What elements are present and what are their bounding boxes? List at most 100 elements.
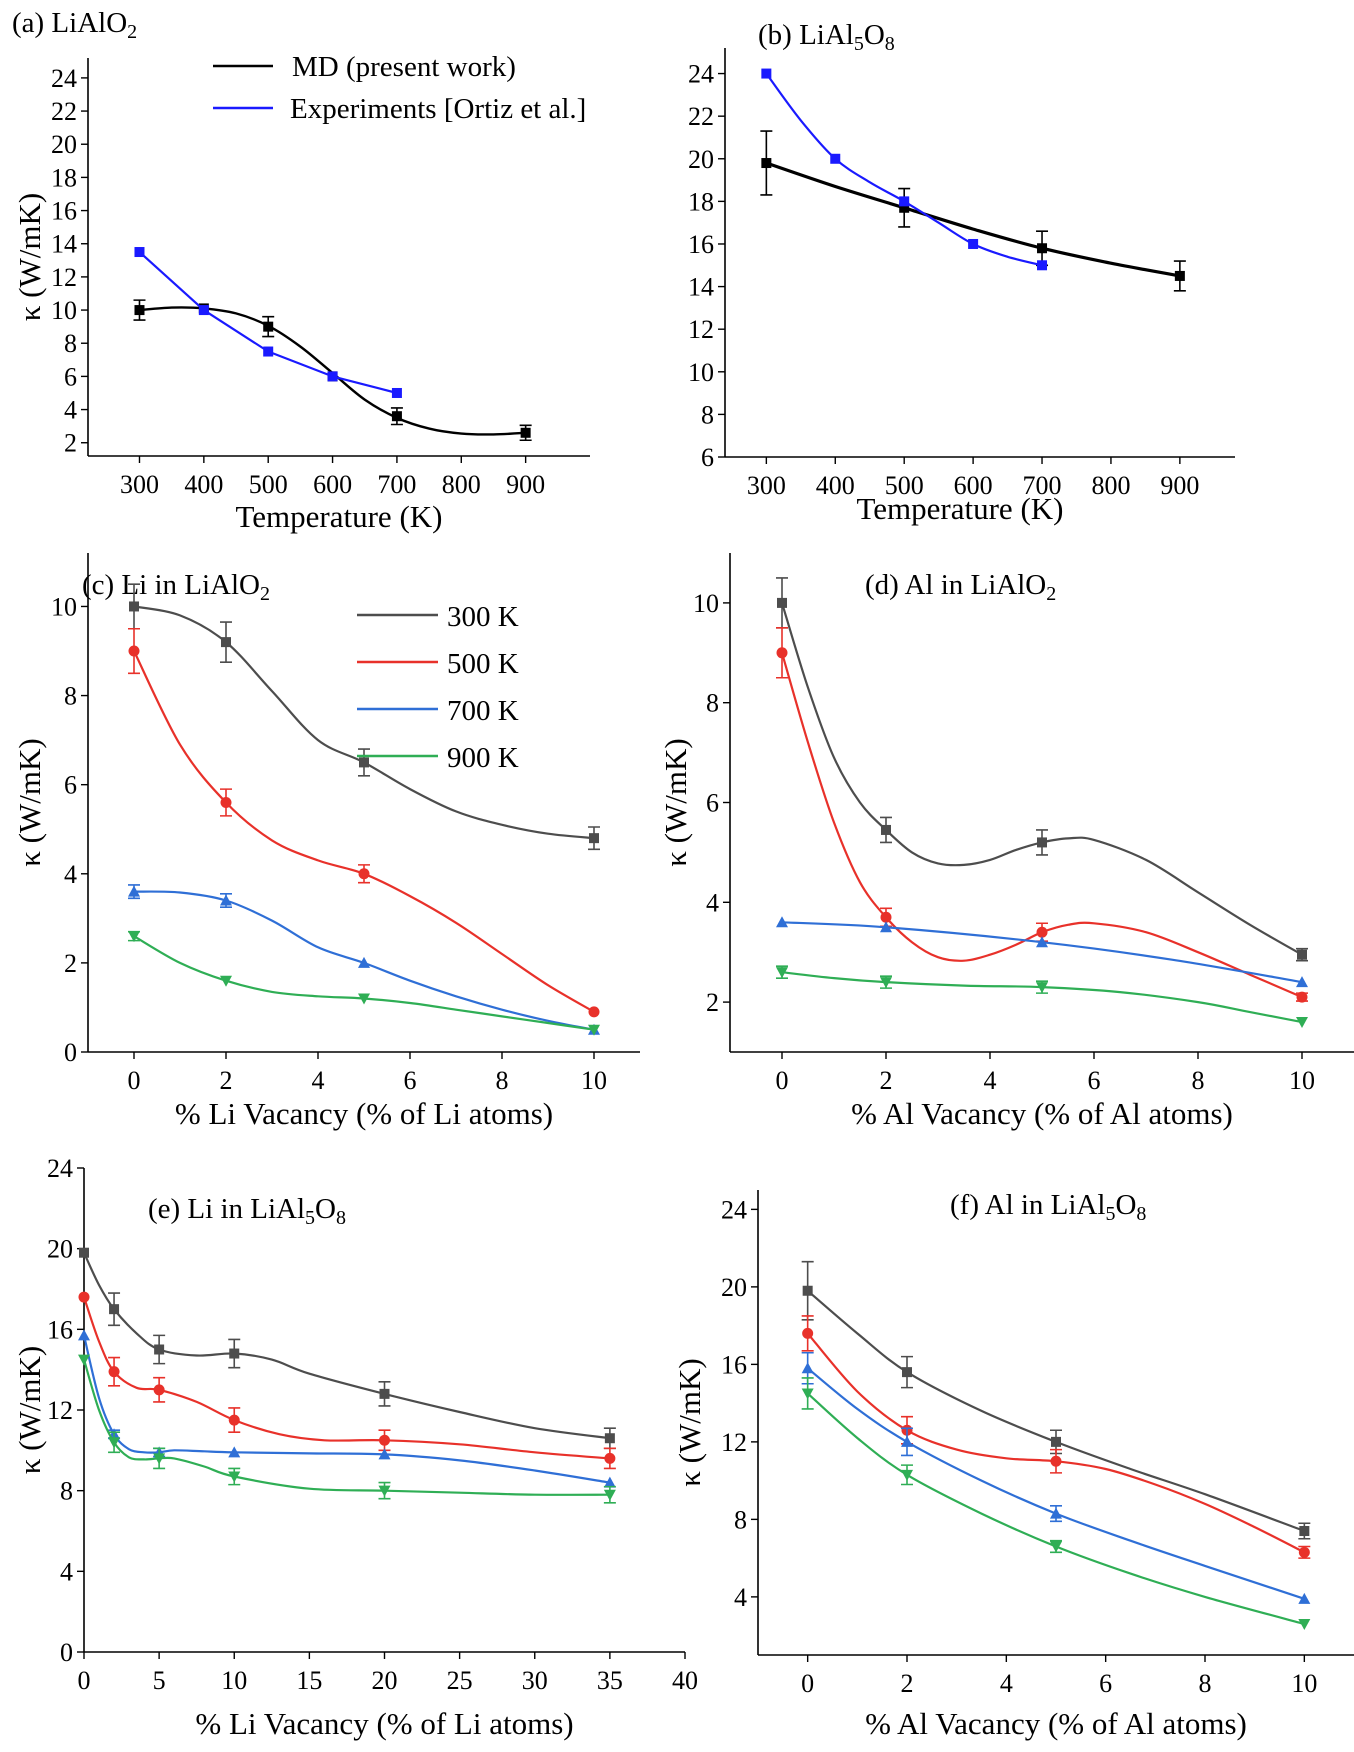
data-point xyxy=(880,977,892,989)
x-tick-label: 0 xyxy=(801,1669,814,1698)
x-axis-title: % Al Vacancy (% of Al atoms) xyxy=(865,1706,1247,1741)
data-point xyxy=(129,601,139,612)
y-tick-label: 24 xyxy=(47,1154,73,1183)
series-500-k xyxy=(78,1291,616,1470)
series-line xyxy=(133,605,595,840)
x-tick-label: 6 xyxy=(1099,1669,1112,1698)
data-point xyxy=(902,1367,912,1378)
x-tick-label: 8 xyxy=(496,1066,509,1095)
data-point xyxy=(379,1434,390,1446)
y-tick-label: 12 xyxy=(51,263,77,292)
data-point xyxy=(1296,1017,1308,1029)
panel-title: (b) LiAl5O8 xyxy=(758,19,895,55)
panel-title-subscript: 8 xyxy=(1136,1203,1146,1225)
series-900-k xyxy=(776,965,1308,1029)
x-tick-label: 400 xyxy=(816,471,855,500)
data-point xyxy=(128,885,140,897)
data-point xyxy=(520,427,531,438)
data-point xyxy=(358,868,370,880)
data-point xyxy=(761,68,772,79)
data-point xyxy=(880,911,892,923)
panel-title-main: (a) LiAlO xyxy=(12,7,127,39)
data-point xyxy=(128,645,140,657)
x-tick-label: 25 xyxy=(447,1666,473,1695)
panel-title: (d) Al in LiAlO2 xyxy=(865,569,1056,605)
panel-title-subscript: 2 xyxy=(1046,583,1056,605)
data-point xyxy=(588,1006,600,1018)
data-point xyxy=(79,1247,89,1258)
legend-label: MD (present work) xyxy=(292,51,516,83)
x-axis-title: % Li Vacancy (% of Li atoms) xyxy=(175,1096,553,1131)
y-axis-title: κ (W/mK) xyxy=(12,193,47,321)
series-900-k xyxy=(128,930,600,1036)
data-point xyxy=(899,202,910,213)
y-tick-label: 6 xyxy=(64,771,77,800)
y-tick-label: 12 xyxy=(688,315,714,344)
y-axis-title: κ (W/mK) xyxy=(672,1358,707,1486)
panel-title-main: (b) LiAl xyxy=(758,19,854,51)
data-point xyxy=(220,797,232,808)
x-tick-label: 10 xyxy=(221,1666,247,1695)
y-tick-label: 24 xyxy=(51,64,77,93)
panel-title-after: O xyxy=(315,1193,336,1225)
x-tick-label: 900 xyxy=(506,470,545,499)
data-point xyxy=(899,196,910,207)
data-point xyxy=(263,346,274,357)
legend-panel-a: MD (present work) Experiments [Ortiz et a… xyxy=(213,51,586,125)
series-900-k xyxy=(78,1354,616,1504)
x-tick-label: 800 xyxy=(442,470,481,499)
y-tick-label: 4 xyxy=(734,1583,747,1612)
legend-label: 300 K xyxy=(447,601,519,633)
series-line xyxy=(82,1335,611,1484)
y-tick-label: 8 xyxy=(64,329,77,358)
series-500-k xyxy=(128,627,600,1018)
series-md-present-work- xyxy=(760,130,1186,292)
data-point xyxy=(108,1366,120,1378)
data-point xyxy=(378,1485,391,1497)
panel-title-subscript: 5 xyxy=(854,33,864,55)
x-tick-label: 2 xyxy=(880,1066,893,1095)
panel-title-subscript: 5 xyxy=(1105,1203,1115,1225)
data-point xyxy=(1037,260,1048,271)
data-point xyxy=(776,916,788,928)
series-line xyxy=(765,161,1181,278)
x-tick-label: 400 xyxy=(184,470,223,499)
y-tick-label: 2 xyxy=(64,429,77,458)
y-tick-label: 16 xyxy=(688,230,714,259)
y-tick-label: 6 xyxy=(706,789,719,818)
data-point xyxy=(1037,243,1048,254)
series-line xyxy=(807,1367,1305,1600)
data-point xyxy=(263,321,274,332)
series-experiments-ortiz-et-al- xyxy=(134,247,402,398)
chart-panel-d: 2 4 6 8 10 0 2 4 6 8 10 % Al Vacancy (% of Al atoms… xyxy=(658,553,1354,1131)
data-point xyxy=(220,975,232,987)
x-tick-label: 10 xyxy=(1289,1066,1315,1095)
series-700-k xyxy=(801,1351,1311,1604)
x-tick-label: 800 xyxy=(1091,471,1130,500)
y-tick-label: 18 xyxy=(688,187,714,216)
data-point xyxy=(777,597,787,608)
x-tick-label: 10 xyxy=(1291,1669,1317,1698)
data-point xyxy=(154,1344,165,1355)
data-point xyxy=(1036,982,1048,994)
data-point xyxy=(1299,1526,1310,1536)
panel-title: (e) Li in LiAl5O8 xyxy=(148,1193,346,1229)
y-tick-label: 20 xyxy=(51,130,77,159)
y-tick-label: 10 xyxy=(51,592,77,621)
y-tick-label: 4 xyxy=(706,888,719,917)
data-point xyxy=(801,1388,814,1400)
x-tick-label: 15 xyxy=(296,1666,322,1695)
data-point xyxy=(604,1452,616,1464)
data-point xyxy=(153,1384,165,1396)
data-point xyxy=(220,894,232,906)
y-tick-label: 22 xyxy=(688,102,714,131)
data-point xyxy=(78,1291,90,1303)
series-700-k xyxy=(776,916,1308,988)
panel-title-main: (c) Li in LiAlO xyxy=(82,569,260,601)
data-point xyxy=(1050,1455,1062,1467)
y-tick-label: 20 xyxy=(721,1273,747,1302)
x-tick-label: 600 xyxy=(954,471,993,500)
data-point xyxy=(604,1433,615,1444)
legend-panel-c: 300 K 500 K 700 K 900 K xyxy=(357,601,519,774)
data-point xyxy=(801,1362,814,1374)
